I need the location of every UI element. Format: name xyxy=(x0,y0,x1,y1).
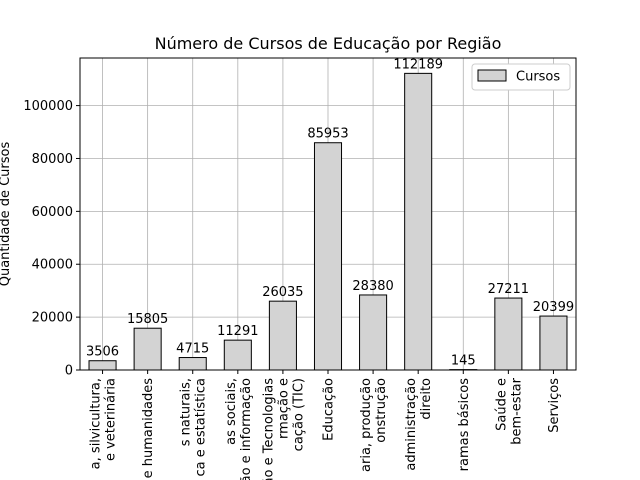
y-tick-label: 0 xyxy=(65,364,73,379)
y-tick-label: 80000 xyxy=(32,152,73,167)
y-axis-label: Quantidade de Cursos xyxy=(0,142,13,287)
x-tick-label: ramas básicos xyxy=(457,378,472,472)
bar xyxy=(268,300,297,371)
x-tick-label: e humanidades xyxy=(141,378,156,479)
bar-value-label: 15805 xyxy=(127,312,168,327)
bar xyxy=(359,294,388,371)
legend: Cursos xyxy=(471,63,571,91)
bar xyxy=(539,315,568,371)
bar-value-label: 4715 xyxy=(176,342,209,357)
bar xyxy=(404,72,433,371)
x-tick-label: Educação xyxy=(322,378,337,441)
x-tick-label: Saúde ebem-estar xyxy=(494,377,524,444)
x-tick-label: s naturais,ca e estatística xyxy=(179,378,209,477)
bar-value-label: 145 xyxy=(451,354,476,369)
bar-value-labels: 3506 15805 4715 11291 26035 85953 28380 112189 1… xyxy=(86,57,574,368)
legend-label: Cursos xyxy=(516,70,560,85)
x-tick-label: aria, produçãoonstrução xyxy=(359,378,389,472)
bar xyxy=(313,142,343,371)
bar-value-label: 85953 xyxy=(307,127,348,142)
x-tick-label: administraçãodireito xyxy=(404,378,434,471)
bar xyxy=(223,339,252,371)
x-axis: a, silvicultura,e veterinária e humanidad… xyxy=(89,370,562,480)
bar xyxy=(88,360,117,371)
bar xyxy=(178,357,207,371)
bar-value-label: 26035 xyxy=(262,285,303,300)
x-tick-label: as sociais,ão e informação xyxy=(224,378,254,480)
x-tick-label: ão e Tecnologiasrmação ecação (TIC) xyxy=(261,378,306,480)
bar-value-label: 20399 xyxy=(533,300,574,315)
bar-value-label: 112189 xyxy=(393,57,443,72)
y-tick-label: 40000 xyxy=(32,258,73,273)
y-tick-label: 20000 xyxy=(32,311,73,326)
bar-value-label: 27211 xyxy=(488,282,529,297)
y-tick-label: 100000 xyxy=(23,99,73,114)
x-tick-label: Serviços xyxy=(547,378,562,433)
y-tick-label: 60000 xyxy=(32,205,73,220)
bar xyxy=(133,327,162,371)
bar-value-label: 28380 xyxy=(352,279,393,294)
bar xyxy=(494,297,523,371)
y-axis: 0 20000 40000 60000 80000 100000 xyxy=(23,99,80,379)
x-tick-label: a, silvicultura,e veterinária xyxy=(89,378,119,469)
bar-value-label: 11291 xyxy=(217,324,258,339)
legend-swatch xyxy=(477,69,507,82)
bars xyxy=(88,72,568,371)
bar-value-label: 3506 xyxy=(86,345,119,360)
chart-title: Número de Cursos de Educação por Região xyxy=(155,34,502,53)
